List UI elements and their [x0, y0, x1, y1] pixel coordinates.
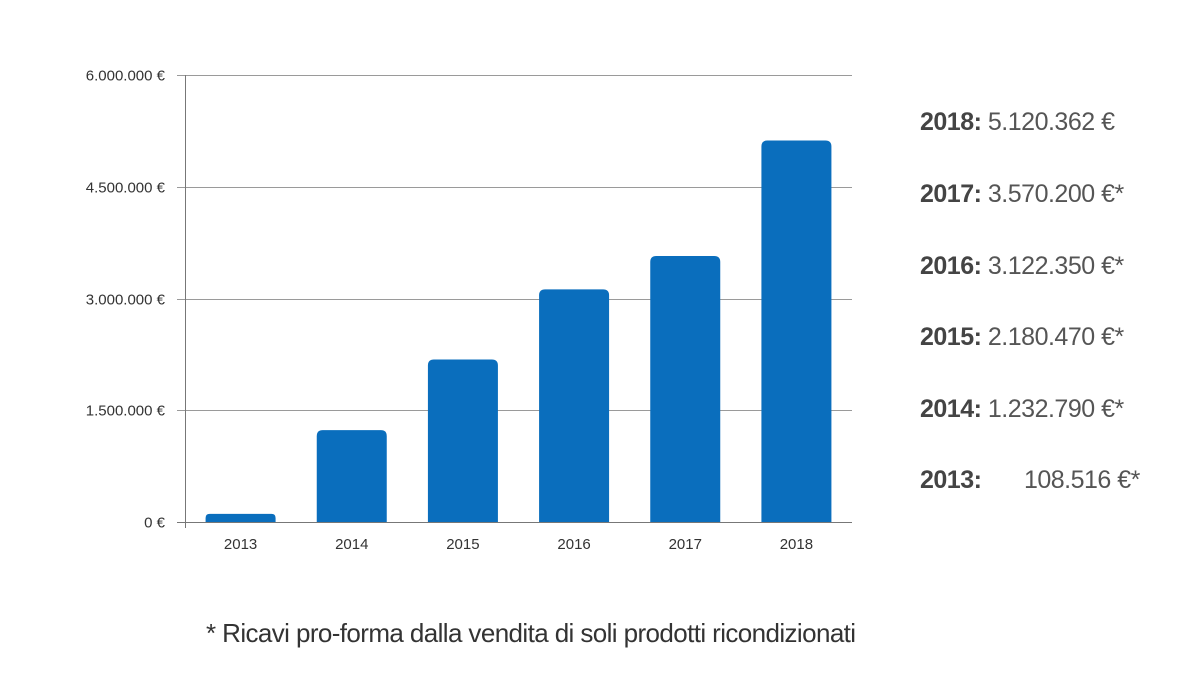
x-tick-label: 2013: [224, 536, 257, 553]
bar-2014: [316, 430, 387, 522]
y-tick-label: 1.500.000 €: [86, 403, 166, 420]
legend-value: 3.570.200 €*: [987, 180, 1124, 208]
grid-lines: [177, 75, 852, 523]
bar-2018: [761, 140, 832, 523]
legend-value: 3.122.350 €*: [987, 252, 1124, 280]
legend-value: 108.516 €*: [1023, 466, 1140, 494]
legend-entry-2017: 2017: 3.570.200 €*: [920, 176, 1160, 212]
y-tick-label: 4.500.000 €: [86, 180, 166, 197]
x-tick-label: 2014: [335, 536, 368, 553]
y-tick-label: 0 €: [144, 515, 166, 532]
legend-entry-2016: 2016: 3.122.350 €*: [920, 248, 1160, 284]
legend-entry-2013: 2013: 108.516 €*: [920, 462, 1160, 498]
legend-entry-2014: 2014: 1.232.790 €*: [920, 391, 1160, 427]
legend-value: 1.232.790 €*: [987, 395, 1124, 423]
legend-value: 2.180.470 €*: [987, 323, 1124, 351]
x-tick-label: 2016: [557, 536, 590, 553]
legend-year: 2013:: [920, 466, 982, 494]
y-tick-label: 6.000.000 €: [86, 68, 166, 85]
legend-year: 2018:: [920, 108, 982, 136]
legend-year: 2016:: [920, 252, 982, 280]
footnote: * Ricavi pro-forma dalla vendita di soli…: [206, 618, 856, 648]
legend-year: 2014:: [920, 395, 982, 423]
legend-year: 2015:: [920, 323, 982, 351]
x-tick-label: 2018: [780, 536, 813, 553]
bar-2015: [427, 359, 498, 522]
legend-entry-2018: 2018: 5.120.362 €: [920, 104, 1160, 140]
x-tick-label: 2015: [446, 536, 479, 553]
x-tick-labels: 2013 2014 2015 2016 2017 2018: [224, 536, 813, 553]
x-tick-label: 2017: [669, 536, 702, 553]
y-tick-label: 3.000.000 €: [86, 292, 166, 309]
bars: [205, 140, 832, 523]
bar-2016: [539, 289, 610, 522]
bar-2013: [205, 513, 276, 522]
y-tick-labels: 0 € 1.500.000 € 3.000.000 € 4.500.000 € 6.00…: [86, 68, 166, 532]
legend-value: 5.120.362 €: [987, 108, 1115, 136]
bar-2017: [650, 256, 721, 522]
legend-entry-2015: 2015: 2.180.470 €*: [920, 319, 1160, 355]
legend-year: 2017:: [920, 180, 982, 208]
